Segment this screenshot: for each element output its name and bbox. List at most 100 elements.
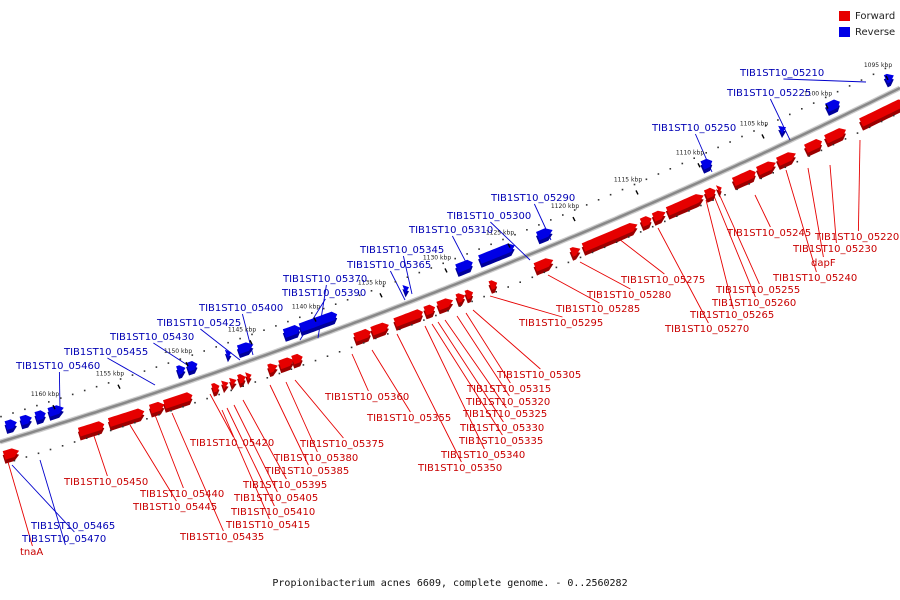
backbone-layer	[0, 85, 900, 445]
track-dot	[430, 267, 433, 269]
track-dot	[191, 354, 194, 356]
track-dot	[71, 393, 74, 396]
track-dot	[585, 204, 588, 206]
track-dot	[705, 152, 707, 154]
track-dot	[808, 155, 811, 157]
track-dot	[844, 138, 847, 140]
track-dot	[37, 452, 40, 455]
scale-tick-label: 1110 kbp	[676, 149, 704, 156]
genome-caption: Propionibacterium acnes 6609, complete g…	[272, 578, 628, 589]
scale-tick	[572, 216, 576, 222]
track-dot	[447, 310, 449, 312]
forward-gene-label: TIB1ST10_05445	[132, 502, 217, 513]
forward-leader-line	[396, 333, 462, 463]
reverse-gene	[176, 365, 186, 375]
forward-leader-line	[129, 424, 177, 502]
scale-tick	[885, 75, 889, 81]
forward-gene	[703, 187, 716, 199]
track-dot	[442, 262, 444, 265]
track-dot	[712, 199, 714, 201]
backbone-shadow	[0, 85, 900, 445]
track-dot	[131, 374, 134, 376]
forward-gene	[163, 392, 193, 409]
forward-leader-line	[209, 393, 234, 438]
track-dot	[406, 276, 409, 278]
reverse-gene-label: TIB1ST10_05250	[651, 123, 736, 134]
track-dot	[97, 433, 100, 436]
forward-gene	[436, 298, 454, 311]
forward-leader-line	[719, 195, 760, 285]
forward-gene-label: TIB1ST10_05240	[772, 273, 857, 284]
gene-arrows	[2, 73, 900, 464]
reverse-swatch-icon	[839, 27, 850, 37]
forward-gene-label: TIB1ST10_05435	[179, 532, 264, 543]
track-dot	[399, 328, 401, 331]
track-dot	[24, 408, 26, 411]
forward-leader-line	[657, 227, 709, 324]
track-dot	[358, 294, 361, 297]
reverse-gene	[700, 158, 713, 170]
track-dot	[122, 425, 124, 428]
legend-forward: Forward	[839, 9, 899, 23]
track-dot	[765, 124, 767, 127]
forward-gene-label: TIB1ST10_05315	[466, 384, 551, 395]
legend-forward-label: Forward	[855, 10, 896, 22]
scale-tick	[379, 292, 383, 298]
reverse-gene	[298, 311, 338, 332]
track-dot	[387, 333, 389, 335]
track-dot	[374, 337, 377, 340]
leader-lines	[7, 78, 867, 547]
track-dot	[848, 85, 851, 87]
track-dot	[700, 204, 702, 207]
track-dot	[326, 355, 329, 357]
track-dot	[362, 342, 365, 344]
scale-ticks: 1095 kbp 1100 kbp 1105 kbp 1110 kbp 1115 kbp…	[0, 62, 895, 462]
forward-leader-line	[456, 315, 510, 397]
scale-tick-label: 1145 kbp	[228, 326, 256, 333]
track-dot	[748, 183, 750, 185]
scale-tick-label: 1155 kbp	[96, 371, 124, 378]
track-dot	[772, 172, 774, 174]
forward-gene-label: TIB1ST10_05415	[225, 520, 310, 531]
reverse-gene	[236, 342, 254, 354]
scale-tick-label: 1100 kbp	[804, 91, 832, 98]
forward-leader-line	[171, 412, 224, 532]
forward-gene-label: TIB1ST10_05270	[664, 324, 749, 335]
forward-gene-label: TIB1ST10_05385	[264, 466, 349, 477]
forward-leader-line	[489, 295, 563, 318]
track-dot	[435, 314, 437, 317]
track-dot	[61, 445, 64, 447]
track-dot	[83, 389, 86, 392]
track-dot	[892, 114, 895, 117]
scale-tick	[697, 162, 701, 168]
reverse-gene-label: TIB1ST10_05210	[739, 68, 824, 79]
forward-leader-line	[91, 429, 108, 477]
track-dot	[609, 193, 612, 196]
forward-leader-line	[424, 325, 485, 450]
reverse-gene	[186, 361, 198, 372]
forward-gene-label: tnaA	[20, 547, 43, 558]
reverse-gene	[478, 243, 515, 264]
forward-gene	[370, 322, 389, 336]
track-dot	[657, 173, 660, 175]
forward-gene	[245, 372, 252, 381]
track-dot	[664, 220, 666, 223]
forward-gene-shadow	[229, 381, 237, 391]
forward-gene	[455, 293, 466, 303]
track-dot	[203, 350, 205, 352]
legend-reverse: Reverse	[839, 25, 899, 39]
forward-gene-label: TIB1ST10_05265	[689, 310, 774, 321]
track-dot	[801, 108, 803, 110]
track-dot	[621, 188, 624, 191]
track-dot	[639, 231, 642, 233]
reverse-gene-label: TIB1ST10_05370	[282, 274, 367, 285]
reverse-gene-shadow	[778, 129, 787, 138]
track-dot	[418, 271, 421, 274]
track-dot	[856, 132, 859, 134]
forward-gene-label: TIB1ST10_05350	[417, 463, 502, 474]
track-dot	[206, 397, 208, 400]
forward-gene	[237, 374, 246, 384]
forward-leader-line	[705, 199, 734, 310]
forward-gene-label: TIB1ST10_05340	[440, 450, 525, 461]
track-dot	[60, 397, 62, 399]
